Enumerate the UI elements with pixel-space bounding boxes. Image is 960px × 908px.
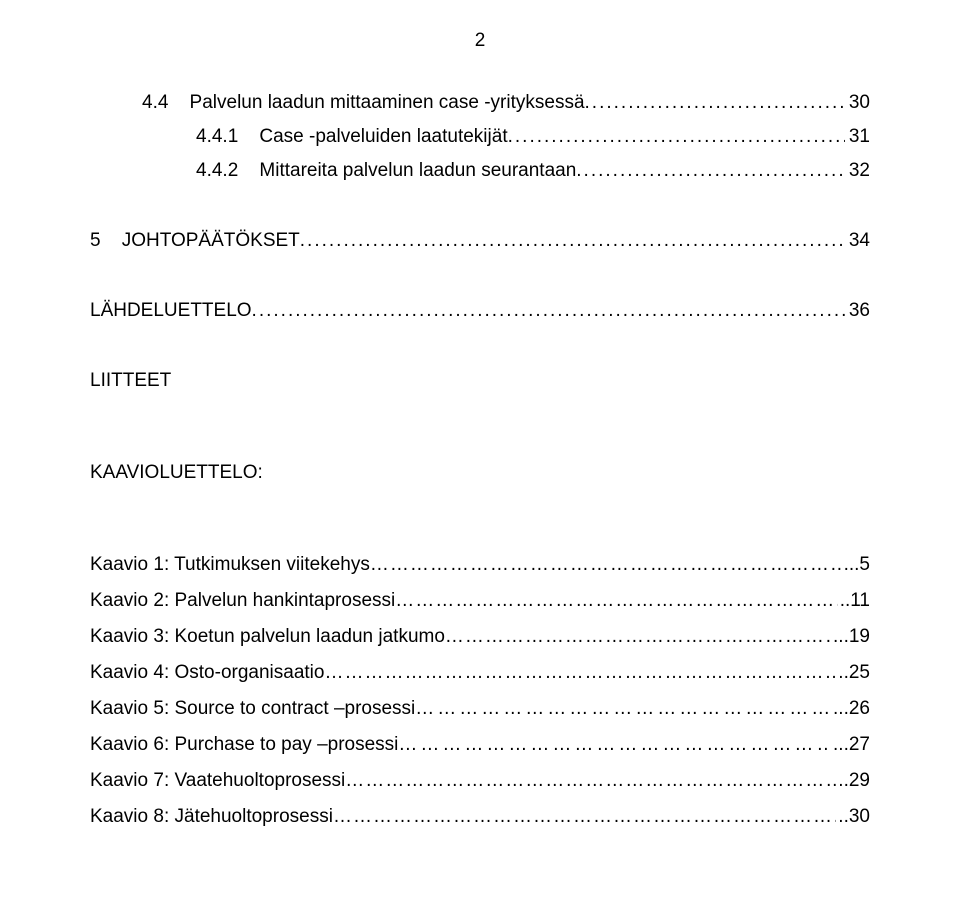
kaavio-row: Kaavio 8: Jätehuoltoprosessi ..30	[90, 806, 870, 828]
kaavio-dots	[324, 662, 836, 684]
kaavio-dots	[345, 770, 836, 792]
kaavio-row: Kaavio 4: Osto-organisaatio ..25	[90, 662, 870, 684]
kaavio-row: Kaavio 2: Palvelun hankintaprosessi ..11	[90, 590, 870, 612]
kaavio-row: Kaavio 5: Source to contract –prosessi .…	[90, 698, 870, 720]
toc-page: 31	[845, 126, 870, 148]
kaavio-label: Kaavio 7: Vaatehuoltoprosessi	[90, 770, 345, 792]
toc-page: 30	[845, 92, 870, 114]
kaavio-row: Kaavio 7: Vaatehuoltoprosessi ..29	[90, 770, 870, 792]
toc-dots	[576, 160, 845, 182]
kaavio-row: Kaavio 6: Purchase to pay –prosessi ...2…	[90, 734, 870, 756]
kaavio-dots	[395, 590, 837, 612]
toc-page: 36	[845, 300, 870, 322]
kaavio-dots	[445, 626, 831, 648]
toc-page: 34	[845, 230, 870, 252]
kaavio-label: Kaavio 5: Source to contract –prosessi	[90, 698, 415, 720]
kaavio-page: ..29	[836, 770, 870, 792]
kaavio-dots	[333, 806, 836, 828]
kaavio-label: Kaavio 4: Osto-organisaatio	[90, 662, 324, 684]
kaavio-label: Kaavio 3: Koetun palvelun laadun jatkumo	[90, 626, 445, 648]
kaavio-label: Kaavio 8: Jätehuoltoprosessi	[90, 806, 333, 828]
kaavio-dots	[370, 554, 842, 576]
toc-dots	[585, 92, 845, 114]
toc-row: 4.4.2 Mittareita palvelun laadun seurant…	[90, 160, 870, 182]
toc-label: 4.4.1 Case -palveluiden laatutekijät	[196, 126, 508, 148]
kaavio-label: Kaavio 6: Purchase to pay –prosessi	[90, 734, 398, 756]
kaavio-page: ..30	[836, 806, 870, 828]
page-number: 2	[90, 30, 870, 52]
kaavio-page: ...27	[831, 734, 870, 756]
toc-dots	[508, 126, 845, 148]
toc-row: 4.4 Palvelun laadun mittaaminen case -yr…	[90, 92, 870, 114]
toc-label: 5 JOHTOPÄÄTÖKSET	[90, 230, 300, 252]
kaavio-label: Kaavio 1: Tutkimuksen viitekehys	[90, 554, 370, 576]
kaavio-label: Kaavio 2: Palvelun hankintaprosessi	[90, 590, 395, 612]
kaavio-page: ...5	[842, 554, 870, 576]
toc-page: 32	[845, 160, 870, 182]
kaavio-row: Kaavio 3: Koetun palvelun laadun jatkumo…	[90, 626, 870, 648]
toc-label: 4.4.2 Mittareita palvelun laadun seurant…	[196, 160, 576, 182]
kaavio-page: ..25	[836, 662, 870, 684]
toc-label: 4.4 Palvelun laadun mittaaminen case -yr…	[142, 92, 585, 114]
toc-row: 5 JOHTOPÄÄTÖKSET 34	[90, 230, 870, 252]
liitteet-heading: LIITTEET	[90, 370, 870, 392]
toc-row: LÄHDELUETTELO 36	[90, 300, 870, 322]
toc-row: 4.4.1 Case -palveluiden laatutekijät 31	[90, 126, 870, 148]
kaavio-page: ..11	[838, 590, 870, 612]
kaavio-page: ...19	[831, 626, 870, 648]
toc-dots	[252, 300, 845, 322]
kaavio-dots	[398, 734, 831, 756]
kaavio-row: Kaavio 1: Tutkimuksen viitekehys ...5	[90, 554, 870, 576]
toc-dots	[300, 230, 845, 252]
kaavio-dots	[415, 698, 831, 720]
kaavioluettelo-heading: KAAVIOLUETTELO:	[90, 462, 870, 484]
toc-label: LÄHDELUETTELO	[90, 300, 252, 322]
kaavio-page: ...26	[831, 698, 870, 720]
